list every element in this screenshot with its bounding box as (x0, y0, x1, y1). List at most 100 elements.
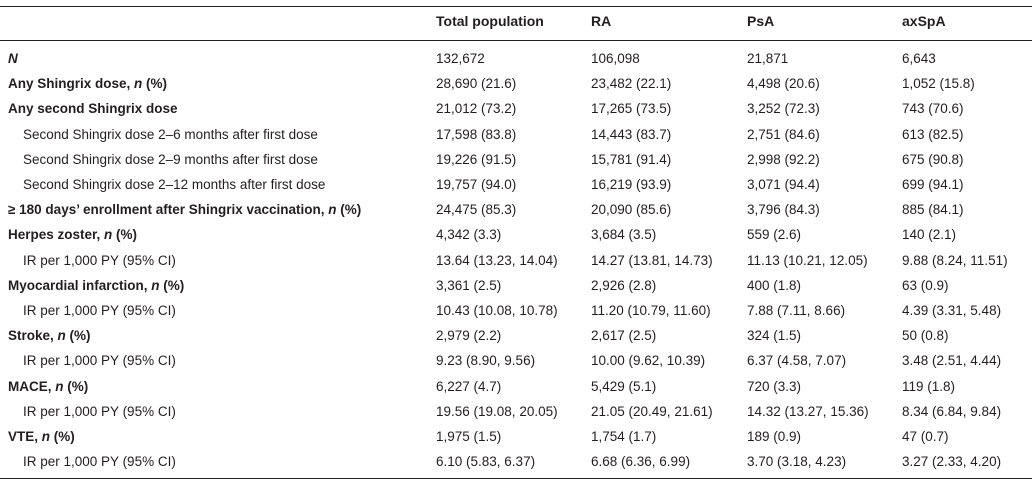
row-label-suffix: (%) (50, 429, 75, 444)
table-cell: 106,098 (591, 51, 640, 66)
table-cell: 885 (84.1) (902, 202, 964, 218)
header-rule (0, 40, 1032, 41)
table-cell: 11.13 (10.21, 12.05) (747, 252, 868, 268)
table-cell: 17,265 (73.5) (591, 101, 672, 117)
table-cell: 63 (0.9) (902, 277, 949, 293)
table-cell: 28,690 (21.6) (436, 76, 517, 92)
row-label: Any second Shingrix dose (8, 96, 178, 121)
table-cell: 2,979 (2.2) (436, 328, 502, 344)
table-cell: 19,757 (94.0) (436, 177, 517, 192)
table-cell: 14.27 (13.81, 14.73) (591, 252, 713, 268)
row-label-text: MACE, (8, 378, 56, 394)
row-label-text: IR per 1,000 PY (95% CI) (23, 252, 176, 268)
row-label-text: Myocardial infarction, (8, 277, 152, 293)
header-psa: PsA (747, 13, 775, 29)
table-cell: 1,052 (15.8) (902, 76, 975, 92)
table-cell: 3,361 (2.5) (436, 277, 502, 293)
row-label: Second Shingrix dose 2–12 months after f… (23, 172, 325, 197)
table-cell: 4,498 (20.6) (747, 76, 820, 92)
table-row: IR per 1,000 PY (95% CI) 9.23 (8.90, 9.56… (0, 348, 1032, 373)
row-label: Stroke, n (%) (8, 323, 91, 348)
row-label: N (8, 46, 18, 71)
row-label-text: IR per 1,000 PY (95% CI) (23, 403, 176, 419)
row-label: Second Shingrix dose 2–6 months after fi… (23, 122, 318, 147)
row-label-text: Second Shingrix dose 2–9 months after fi… (23, 151, 318, 167)
bottom-rule (0, 478, 1032, 479)
row-label-text: Stroke, (8, 328, 58, 344)
table-cell: 720 (3.3) (747, 378, 802, 394)
table-row: IR per 1,000 PY (95% CI) 13.64 (13.23, 14… (0, 248, 1032, 273)
table-cell: 15,781 (91.4) (591, 151, 672, 167)
table-cell: 47 (0.7) (902, 429, 949, 444)
table-cell: 13.64 (13.23, 14.04) (436, 252, 558, 268)
row-label: MACE, n (%) (8, 374, 88, 399)
row-label-suffix: (%) (65, 328, 91, 344)
table-row: Second Shingrix dose 2–6 months after fi… (0, 122, 1032, 147)
row-label: IR per 1,000 PY (95% CI) (23, 298, 176, 323)
table-row: IR per 1,000 PY (95% CI) 10.43 (10.08, 10… (0, 298, 1032, 323)
table-row: Any second Shingrix dose 21,012 (73.2) 17,… (0, 96, 1032, 121)
header-row: Total population RA PsA axSpA (0, 9, 1032, 34)
table-row: MACE, n (%) 6,227 (4.7) 5,429 (5.1) 720 (3.… (0, 374, 1032, 399)
table-cell: 24,475 (85.3) (436, 202, 517, 218)
table-cell: 6.68 (6.36, 6.99) (591, 454, 691, 470)
table-row: Second Shingrix dose 2–12 months after f… (0, 172, 1032, 197)
table-cell: 2,751 (84.6) (747, 126, 820, 142)
table-cell: 559 (2.6) (747, 227, 802, 243)
table-cell: 7.88 (7.11, 8.66) (747, 303, 846, 318)
row-label-text: Second Shingrix dose 2–6 months after fi… (23, 126, 318, 142)
table-cell: 3,796 (84.3) (747, 202, 820, 218)
table-cell: 400 (1.8) (747, 277, 802, 293)
row-label: IR per 1,000 PY (95% CI) (23, 399, 176, 424)
row-label-suffix: (%) (112, 227, 138, 243)
table-cell: 6.37 (4.58, 7.07) (747, 353, 847, 369)
row-label-text: IR per 1,000 PY (95% CI) (23, 454, 176, 470)
header-ra: RA (591, 13, 612, 29)
table-cell: 11.20 (10.79, 11.60) (591, 303, 711, 318)
row-label-text: IR per 1,000 PY (95% CI) (23, 303, 176, 318)
row-label: IR per 1,000 PY (95% CI) (23, 348, 176, 373)
table-cell: 19.56 (19.08, 20.05) (436, 403, 558, 419)
table-cell: 4,342 (3.3) (436, 227, 502, 243)
table-cell: 6.10 (5.83, 6.37) (436, 454, 536, 470)
table-cell: 699 (94.1) (902, 177, 964, 192)
table-cell: 1,975 (1.5) (436, 429, 502, 444)
table-row: Second Shingrix dose 2–9 months after fi… (0, 147, 1032, 172)
row-label: Any Shingrix dose, n (%) (8, 71, 167, 96)
table-row: IR per 1,000 PY (95% CI) 19.56 (19.08, 20… (0, 399, 1032, 424)
row-label: IR per 1,000 PY (95% CI) (23, 449, 176, 474)
table-row: VTE, n (%) 1,975 (1.5) 1,754 (1.7) 189 (0.9… (0, 424, 1032, 449)
row-label-text: Any Shingrix dose, (8, 76, 135, 92)
table-cell: 2,998 (92.2) (747, 151, 820, 167)
table-cell: 21,871 (747, 51, 789, 66)
row-label: VTE, n (%) (8, 424, 75, 449)
table-cell: 21,012 (73.2) (436, 101, 517, 117)
row-label-text: Any second Shingrix dose (8, 101, 178, 117)
table-cell: 21.05 (20.49, 21.61) (591, 403, 713, 419)
row-label-italic: n (151, 277, 160, 293)
table-cell: 8.34 (6.84, 9.84) (902, 403, 1002, 419)
table-cell: 2,617 (2.5) (591, 328, 657, 344)
header-total-population: Total population (436, 13, 544, 29)
row-label-text: Second Shingrix dose 2–12 months after f… (23, 177, 326, 192)
table-cell: 10.43 (10.08, 10.78) (436, 303, 558, 318)
table-cell: 10.00 (9.62, 10.39) (591, 353, 706, 369)
row-label-italic: n (134, 76, 143, 92)
row-label: IR per 1,000 PY (95% CI) (23, 248, 176, 273)
table-cell: 3.27 (2.33, 4.20) (902, 454, 1002, 470)
row-label-italic: n (57, 328, 66, 344)
row-label-text: IR per 1,000 PY (95% CI) (23, 353, 176, 369)
table-cell: 675 (90.8) (902, 151, 964, 167)
row-label-italic: n (41, 429, 51, 444)
table-cell: 14.32 (13.27, 15.36) (747, 403, 869, 419)
table-row: N 132,672 106,098 21,871 6,643 (0, 46, 1032, 71)
table-cell: 14,443 (83.7) (591, 126, 672, 142)
table-row: Herpes zoster, n (%) 4,342 (3.3) 3,684 (3.… (0, 222, 1032, 247)
table-row: Stroke, n (%) 2,979 (2.2) 2,617 (2.5) 324 (… (0, 323, 1032, 348)
row-label-suffix: (%) (159, 277, 185, 293)
table-cell: 132,672 (436, 51, 485, 66)
table-cell: 140 (2.1) (902, 227, 957, 243)
row-label: Second Shingrix dose 2–9 months after fi… (23, 147, 318, 172)
row-label: Myocardial infarction, n (%) (8, 273, 184, 298)
table-cell: 9.88 (8.24, 11.51) (902, 252, 1008, 268)
